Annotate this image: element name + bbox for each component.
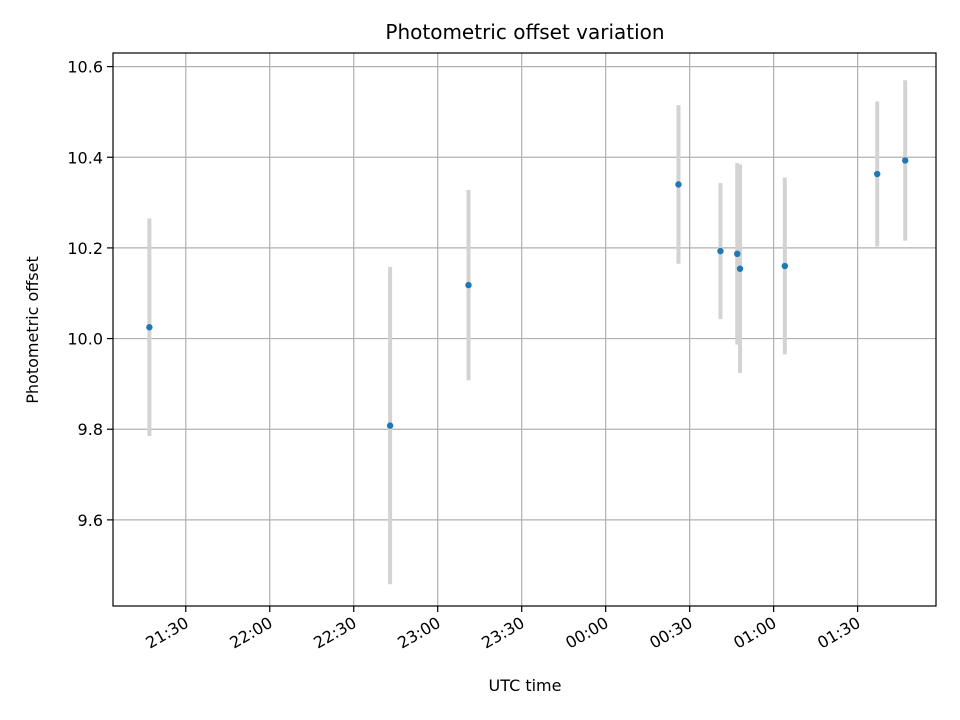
y-tick-label: 10.0 [67,330,103,349]
grid [113,53,936,606]
data-point [902,157,909,164]
y-axis-ticks: 9.6 9.8 10.0 10.2 10.4 10.6 [67,58,113,530]
data-point [386,422,394,429]
chart-title: Photometric offset variation [385,20,664,44]
y-tick-label: 9.6 [78,511,103,530]
data-point [734,250,741,258]
data-points [146,157,909,429]
y-tick-label: 10.4 [67,148,103,167]
data-point [874,170,881,178]
data-point [675,181,682,188]
data-point [736,265,744,272]
y-axis-label: Photometric offset [23,256,42,404]
y-tick-label: 10.2 [67,239,103,258]
data-point [781,262,789,270]
x-axis-label: UTC time [489,676,562,695]
data-point [465,281,472,289]
data-point [717,247,724,255]
plot-frame [112,52,937,607]
y-tick-label: 10.6 [67,58,103,77]
data-point [146,324,153,331]
y-tick-label: 9.8 [78,420,103,439]
